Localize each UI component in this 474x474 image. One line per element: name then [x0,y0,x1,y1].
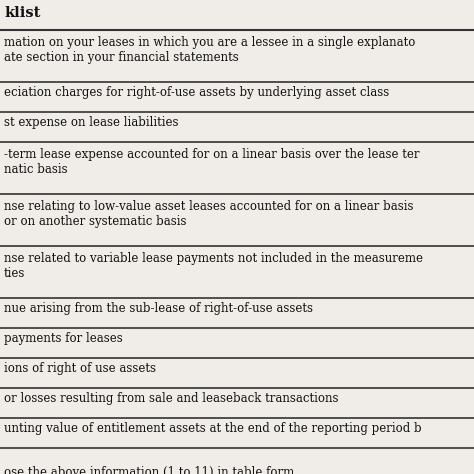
Text: ions of right of use assets: ions of right of use assets [4,363,156,375]
Text: nse related to variable lease payments not included in the measureme
ties: nse related to variable lease payments n… [4,252,423,280]
Text: nse relating to low-value asset leases accounted for on a linear basis
or on ano: nse relating to low-value asset leases a… [4,200,413,228]
Text: mation on your leases in which you are a lessee in a single explanato
ate sectio: mation on your leases in which you are a… [4,36,415,64]
Text: st expense on lease liabilities: st expense on lease liabilities [4,117,179,129]
Text: -term lease expense accounted for on a linear basis over the lease ter
natic bas: -term lease expense accounted for on a l… [4,148,419,176]
Text: unting value of entitlement assets at the end of the reporting period b: unting value of entitlement assets at th… [4,422,422,436]
Text: payments for leases: payments for leases [4,332,123,346]
Text: ose the above information (1 to 11) in table form: ose the above information (1 to 11) in t… [4,466,294,474]
Text: nue arising from the sub-lease of right-of-use assets: nue arising from the sub-lease of right-… [4,302,313,315]
Text: klist: klist [4,6,40,20]
Text: eciation charges for right-of-use assets by underlying asset class: eciation charges for right-of-use assets… [4,86,389,100]
Text: or losses resulting from sale and leaseback transactions: or losses resulting from sale and leaseb… [4,392,338,405]
